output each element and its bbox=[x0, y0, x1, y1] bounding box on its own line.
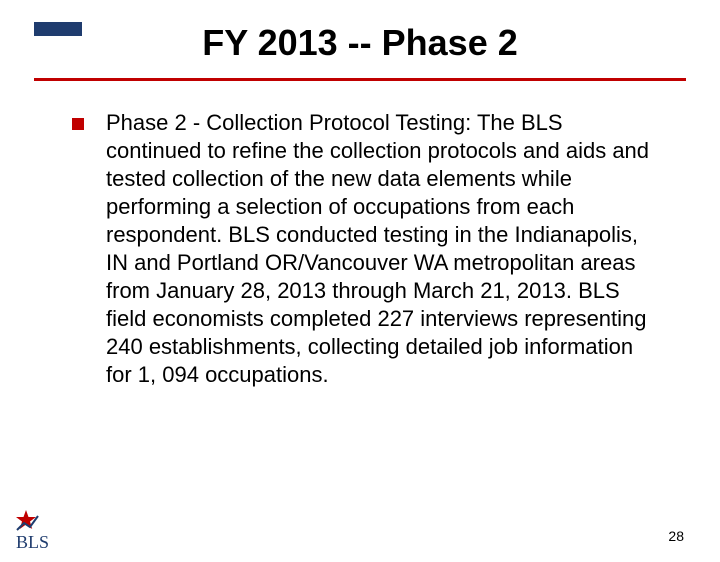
top-accent-bar bbox=[34, 22, 82, 36]
bullet-item: Phase 2 - Collection Protocol Testing: T… bbox=[72, 109, 650, 389]
logo-text: BLS bbox=[16, 532, 49, 552]
square-bullet-icon bbox=[72, 118, 84, 130]
slide-title: FY 2013 -- Phase 2 bbox=[0, 22, 720, 64]
title-rule bbox=[34, 78, 686, 81]
bullet-text: Phase 2 - Collection Protocol Testing: T… bbox=[106, 109, 650, 389]
content-area: Phase 2 - Collection Protocol Testing: T… bbox=[72, 109, 650, 389]
bls-logo: BLS bbox=[14, 508, 58, 552]
star-icon bbox=[16, 510, 36, 529]
page-number: 28 bbox=[668, 528, 684, 544]
